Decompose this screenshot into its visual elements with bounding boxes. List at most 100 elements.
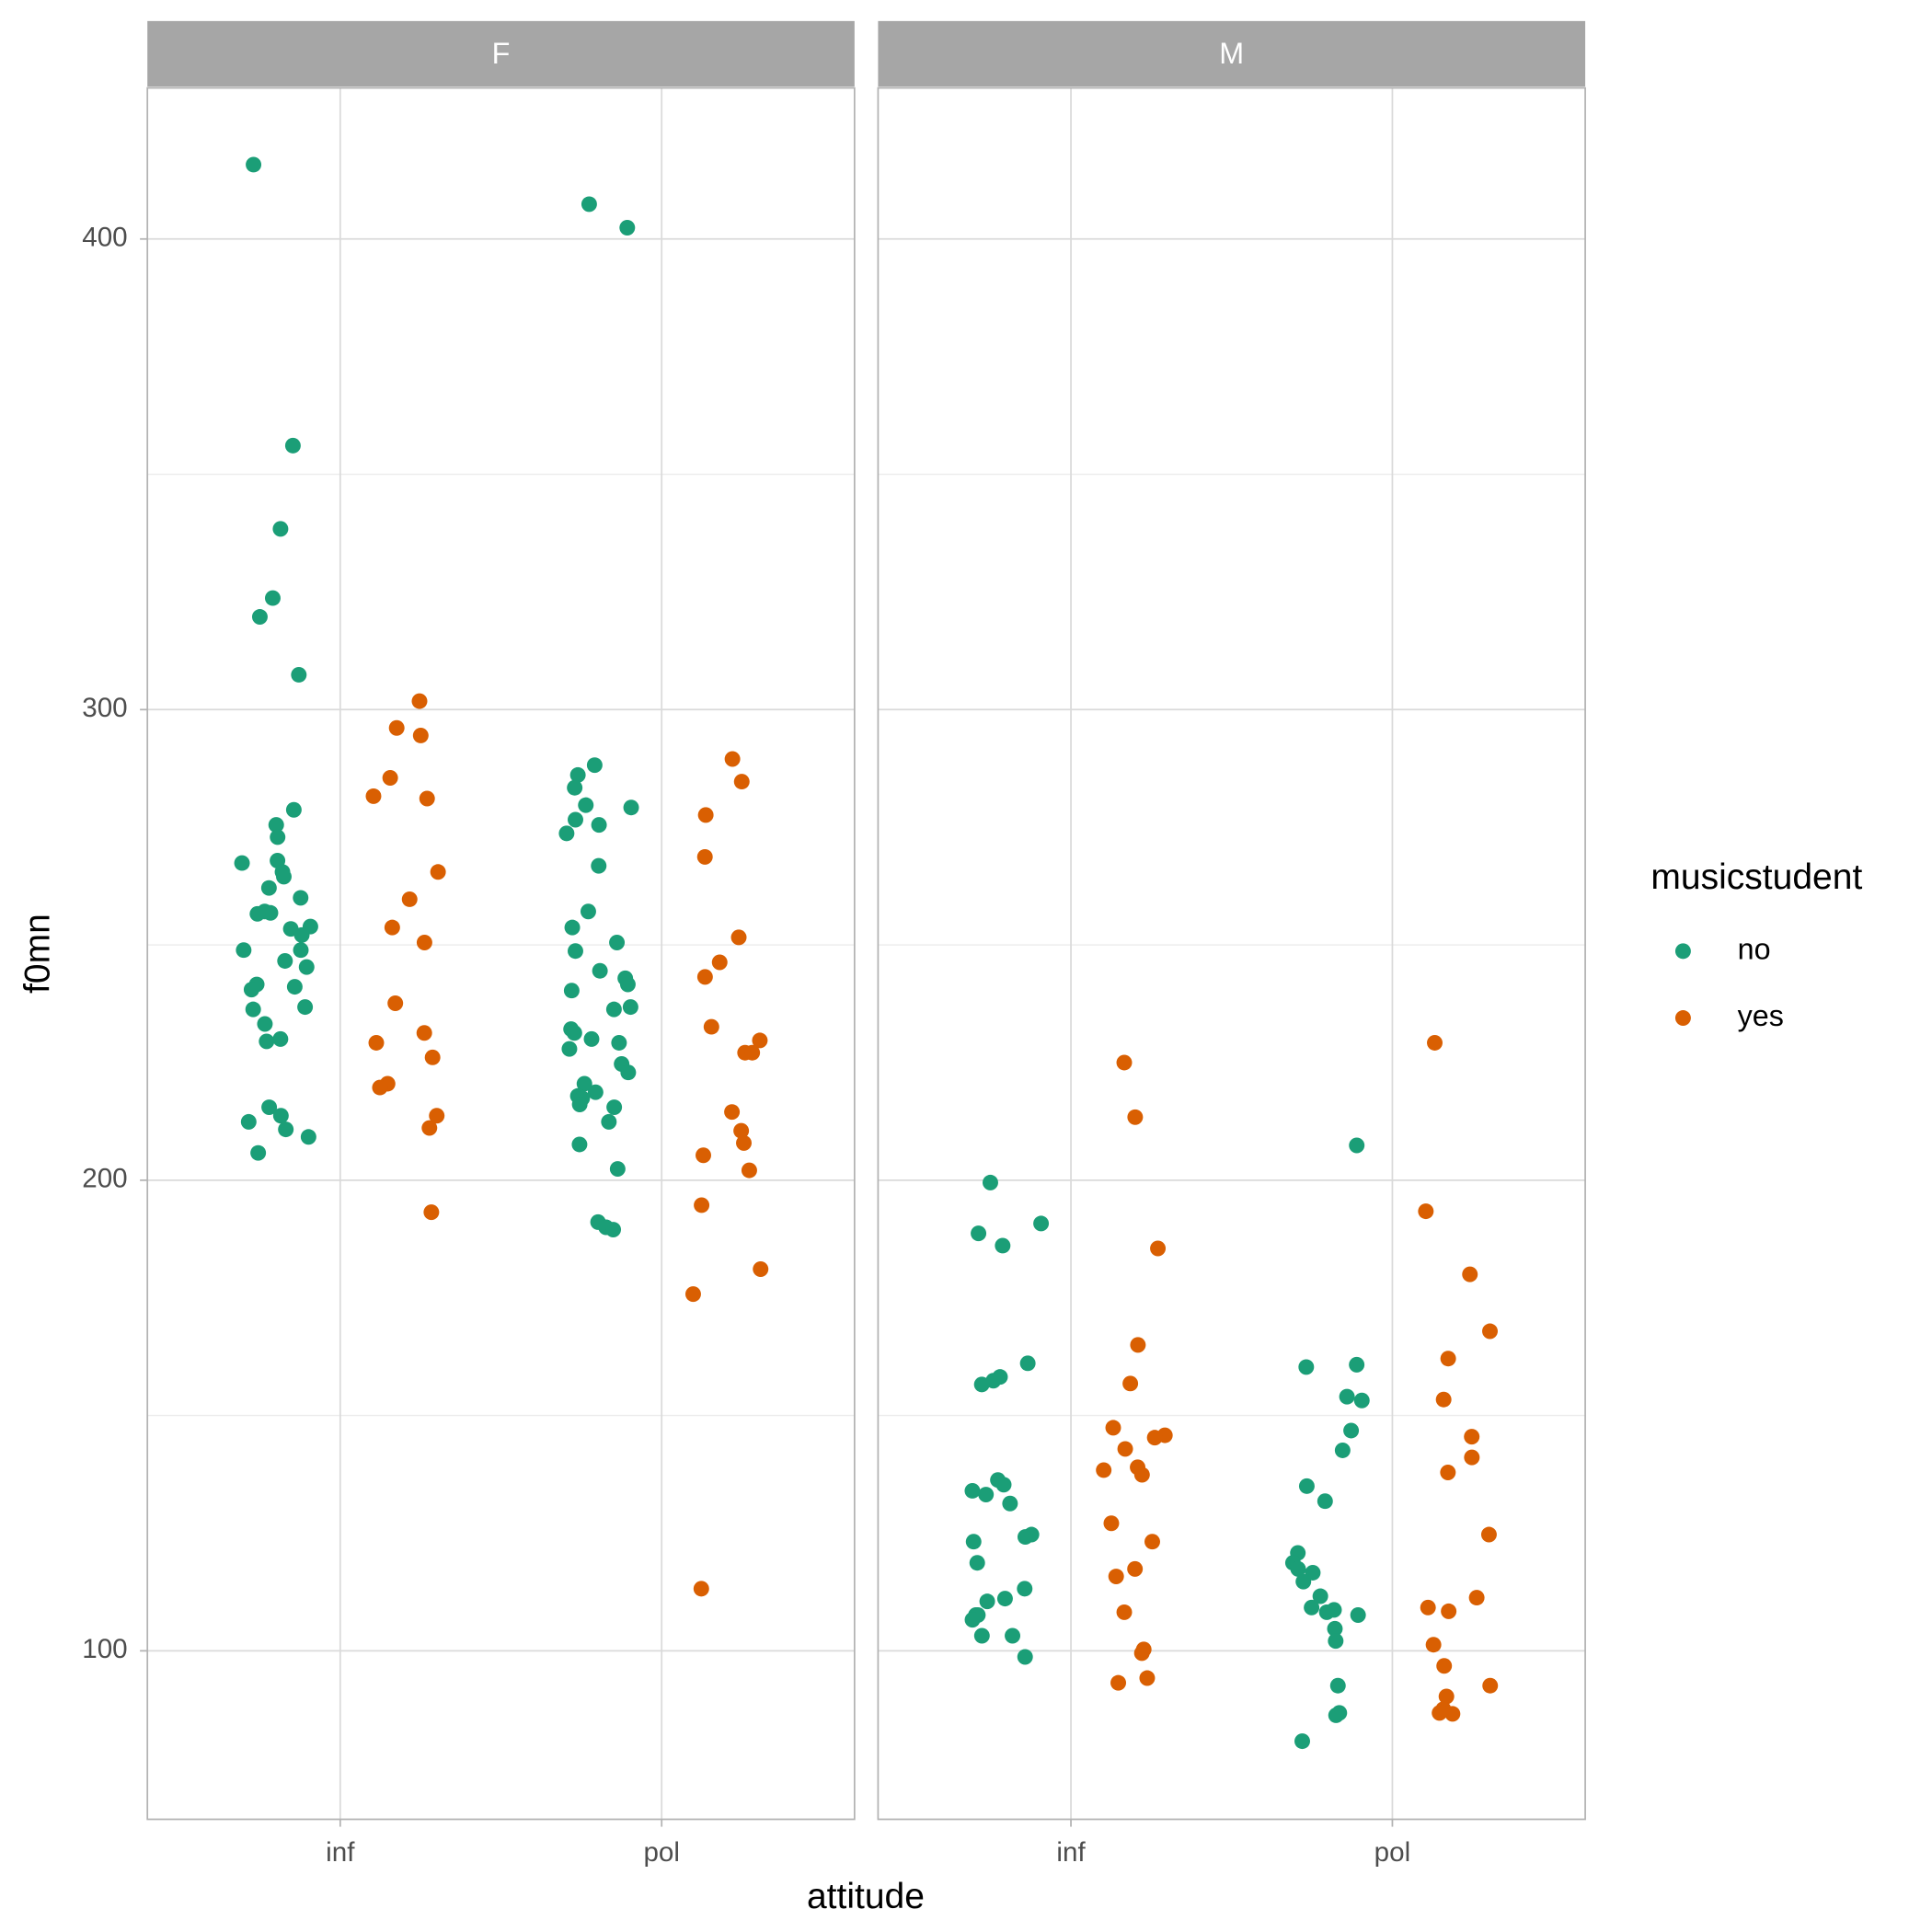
point — [1425, 1637, 1442, 1653]
point — [1349, 1356, 1365, 1373]
point — [1482, 1677, 1499, 1694]
point — [293, 890, 309, 906]
point — [973, 1627, 990, 1644]
strip-background — [147, 20, 855, 87]
point — [591, 817, 607, 834]
point — [1339, 1388, 1355, 1405]
point — [264, 590, 281, 606]
point — [1435, 1701, 1452, 1718]
point — [1033, 1215, 1050, 1232]
point — [368, 1034, 385, 1051]
point — [571, 1136, 588, 1153]
point — [752, 1032, 768, 1049]
point — [1108, 1569, 1124, 1585]
point — [995, 1477, 1012, 1493]
strip-background — [878, 20, 1586, 87]
point — [259, 1033, 275, 1050]
y-tick-label: 300 — [82, 693, 127, 723]
point — [421, 1120, 438, 1136]
point — [401, 891, 418, 907]
point — [1122, 1375, 1139, 1392]
point — [978, 1487, 995, 1503]
point — [995, 1237, 1011, 1254]
point — [1127, 1109, 1144, 1125]
point — [276, 868, 292, 885]
point — [424, 1049, 441, 1065]
point — [284, 437, 301, 454]
point — [1105, 1420, 1121, 1436]
point — [245, 1001, 261, 1018]
point — [430, 864, 446, 880]
point — [246, 156, 262, 173]
point — [605, 1001, 622, 1018]
point — [1435, 1391, 1452, 1408]
point — [724, 1104, 741, 1121]
point — [412, 727, 429, 743]
point — [605, 1222, 622, 1238]
point — [1127, 1560, 1144, 1577]
point — [580, 903, 596, 920]
point — [578, 797, 594, 813]
point — [1482, 1323, 1498, 1340]
point — [569, 766, 586, 783]
point — [1017, 1581, 1033, 1597]
legend-title: musicstudent — [1650, 857, 1862, 897]
y-tick-label: 200 — [82, 1164, 127, 1194]
point — [733, 1122, 750, 1139]
point — [411, 693, 428, 709]
point — [561, 1041, 578, 1057]
point — [619, 220, 636, 236]
point — [1464, 1449, 1480, 1466]
point — [1139, 1670, 1156, 1686]
point — [291, 666, 307, 683]
point — [567, 779, 583, 796]
point — [293, 926, 310, 943]
point — [277, 952, 293, 969]
point — [1304, 1599, 1320, 1616]
point — [1480, 1526, 1497, 1543]
point — [965, 1534, 982, 1550]
point — [272, 1030, 289, 1047]
point — [1144, 1534, 1160, 1550]
point — [1298, 1478, 1315, 1494]
point — [606, 1099, 623, 1116]
point — [1317, 1493, 1333, 1510]
point — [1343, 1422, 1360, 1439]
point — [1468, 1590, 1485, 1606]
point — [601, 1113, 617, 1130]
point — [1295, 1573, 1312, 1590]
y-tick-label: 400 — [82, 223, 127, 253]
point — [286, 979, 303, 995]
point — [1117, 1441, 1133, 1457]
point — [387, 995, 404, 1011]
point — [300, 1129, 316, 1145]
point — [298, 959, 315, 975]
point — [1349, 1137, 1365, 1154]
point — [571, 1097, 588, 1112]
point — [1294, 1733, 1310, 1750]
point — [1329, 1677, 1346, 1694]
point — [250, 1144, 267, 1161]
x-tick-label: pol — [1374, 1837, 1411, 1868]
point — [1110, 1674, 1127, 1691]
x-tick-label: inf — [326, 1837, 355, 1868]
point — [382, 770, 398, 786]
point — [733, 774, 750, 790]
point — [724, 751, 741, 767]
point — [1440, 1465, 1456, 1480]
point — [365, 788, 382, 804]
point — [982, 1174, 998, 1190]
point — [1462, 1266, 1478, 1282]
x-axis-title: attitude — [807, 1877, 925, 1916]
point — [1350, 1607, 1366, 1623]
point — [1002, 1495, 1018, 1512]
point — [1440, 1351, 1456, 1367]
point — [249, 905, 266, 922]
legend-marker — [1674, 943, 1691, 960]
point — [1298, 1359, 1315, 1375]
point — [234, 855, 250, 871]
point — [996, 1591, 1013, 1607]
point — [1441, 1603, 1457, 1619]
point — [1116, 1604, 1133, 1620]
